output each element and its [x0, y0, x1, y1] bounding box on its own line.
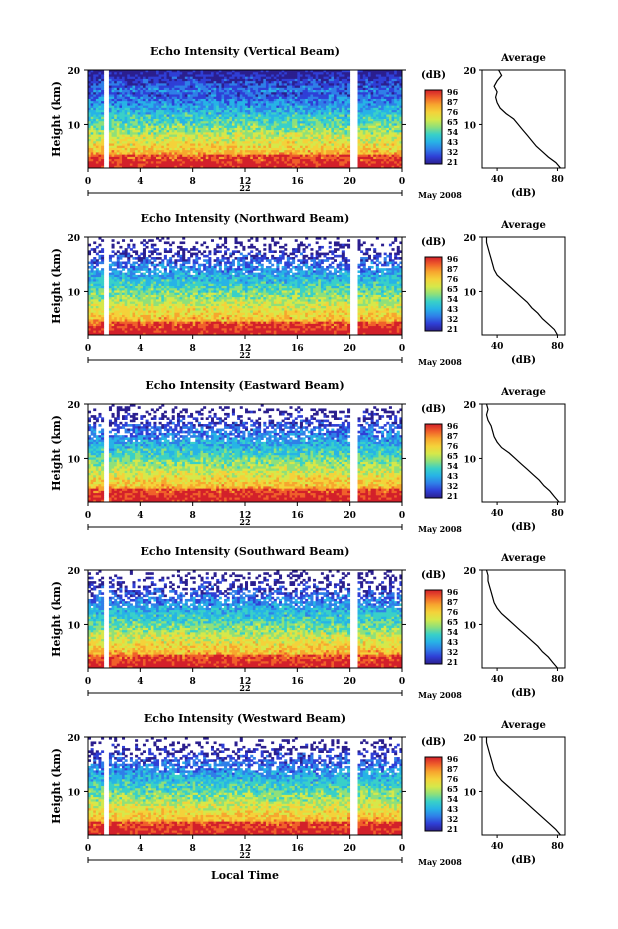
heatmap-cells: [88, 70, 402, 168]
panel-title: Echo Intensity (Vertical Beam): [150, 45, 340, 58]
panel-0: Echo Intensity (Vertical Beam)1020Height…: [50, 45, 565, 200]
radar-figure: Echo Intensity (Vertical Beam)1020Height…: [0, 0, 618, 929]
